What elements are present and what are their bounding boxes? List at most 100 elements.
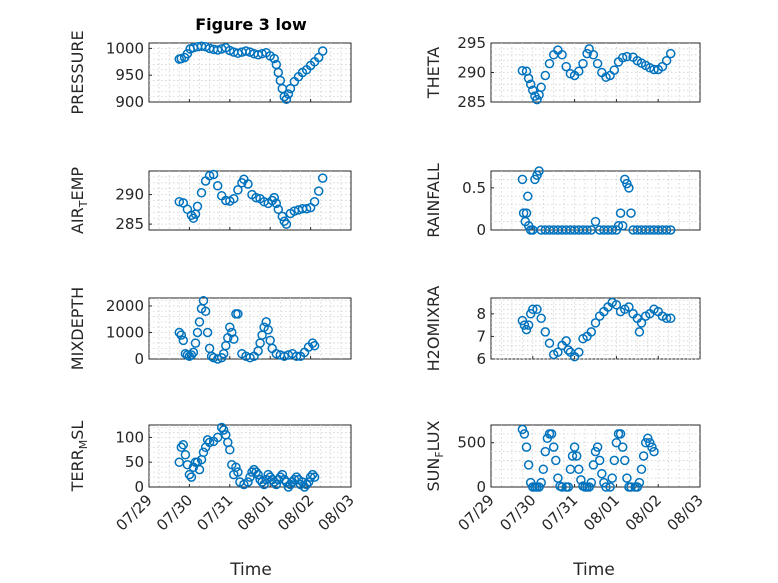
data-point bbox=[665, 225, 676, 235]
data-point bbox=[624, 183, 634, 193]
data-point bbox=[227, 327, 237, 338]
data-point bbox=[309, 196, 320, 207]
data-point bbox=[198, 447, 209, 458]
data-point bbox=[243, 477, 253, 487]
y-tick-label: 285 bbox=[115, 215, 144, 233]
x-tick-label: 08/01 bbox=[234, 491, 277, 534]
data-point bbox=[586, 477, 597, 488]
data-point bbox=[548, 442, 559, 452]
data-point bbox=[528, 85, 538, 95]
subplot-1: 900 950 1000 PRESSURE bbox=[68, 30, 352, 115]
y-tick-label: 7 bbox=[476, 327, 486, 345]
data-point bbox=[243, 179, 253, 189]
data-point bbox=[182, 48, 193, 59]
data-point bbox=[291, 351, 302, 362]
data-point bbox=[523, 73, 534, 84]
data-point bbox=[204, 170, 215, 181]
data-point bbox=[546, 429, 557, 439]
y-axis-label: MIXDEPTH bbox=[68, 287, 87, 370]
data-point bbox=[301, 479, 312, 490]
data-point bbox=[178, 440, 189, 450]
data-point bbox=[525, 309, 536, 319]
data-point bbox=[277, 211, 288, 222]
data-point bbox=[626, 482, 636, 492]
data-point bbox=[279, 474, 290, 485]
data-point bbox=[178, 198, 189, 208]
subplot-4: 0 0.5 RAINFALL bbox=[424, 163, 701, 239]
data-point bbox=[557, 50, 567, 60]
data-point bbox=[212, 432, 223, 443]
data-point bbox=[578, 58, 588, 69]
y-tick-label: 2000 bbox=[106, 297, 144, 315]
data-point bbox=[617, 53, 628, 63]
y-tick-label: 950 bbox=[115, 66, 144, 84]
data-point bbox=[202, 435, 213, 445]
data-point bbox=[563, 345, 574, 355]
y-axis-label: H2OMIXRA bbox=[424, 286, 443, 372]
data-point bbox=[645, 437, 655, 448]
data-point bbox=[271, 479, 282, 490]
data-point bbox=[636, 318, 647, 328]
data-point bbox=[640, 437, 651, 448]
plot-area bbox=[148, 424, 352, 488]
data-point bbox=[528, 304, 538, 315]
x-tick-label: 08/03 bbox=[664, 491, 707, 534]
y-axis-label: TERRMSL bbox=[68, 421, 90, 493]
data-point bbox=[519, 320, 530, 330]
data-point bbox=[624, 302, 634, 312]
data-point bbox=[198, 295, 209, 306]
x-tick-label: 07/29 bbox=[113, 491, 156, 534]
data-point bbox=[615, 208, 626, 218]
y-axis-label: SUNFLUX bbox=[424, 420, 446, 491]
data-point bbox=[200, 306, 211, 317]
data-point bbox=[519, 429, 530, 439]
data-point bbox=[253, 469, 263, 480]
x-tick-label: 08/01 bbox=[580, 491, 623, 534]
data-point bbox=[309, 472, 320, 482]
y-tick-label: 100 bbox=[115, 428, 144, 446]
data-point bbox=[192, 327, 203, 338]
data-point bbox=[269, 192, 279, 203]
y-tick-label: 0 bbox=[134, 478, 144, 496]
data-point bbox=[634, 327, 645, 337]
data-point bbox=[216, 422, 227, 433]
y-tick-label: 295 bbox=[457, 34, 486, 52]
data-point bbox=[218, 425, 229, 435]
data-point bbox=[285, 83, 296, 94]
data-point bbox=[521, 442, 532, 452]
data-point bbox=[176, 442, 187, 453]
data-point bbox=[611, 437, 622, 448]
data-point bbox=[607, 473, 617, 483]
y-tick-label: 285 bbox=[457, 93, 486, 111]
data-point bbox=[538, 464, 549, 475]
x-tick-label: 07/30 bbox=[496, 491, 539, 534]
data-point bbox=[523, 191, 533, 202]
data-point bbox=[615, 429, 626, 439]
data-point bbox=[178, 335, 189, 346]
y-tick-label: 8 bbox=[476, 305, 486, 323]
data-point bbox=[582, 225, 592, 235]
data-point bbox=[281, 219, 292, 229]
x-tick-label: 08/02 bbox=[274, 491, 317, 534]
x-tick-label: 08/03 bbox=[315, 491, 358, 534]
data-point bbox=[588, 50, 599, 60]
data-point bbox=[661, 55, 672, 66]
subplot-7: 0 50 100 TERRMSL 07/2907/3007/3108/0108/0208… bbox=[68, 421, 358, 535]
data-point bbox=[649, 446, 659, 457]
data-point bbox=[313, 186, 324, 196]
data-point bbox=[582, 48, 592, 59]
data-point bbox=[622, 473, 632, 483]
data-point bbox=[283, 89, 294, 99]
data-point bbox=[643, 433, 653, 444]
y-axis-label: AIRTEMP bbox=[68, 167, 90, 234]
data-point bbox=[273, 204, 284, 215]
y-tick-label: 900 bbox=[115, 93, 144, 111]
data-point bbox=[561, 61, 571, 72]
data-point bbox=[634, 477, 645, 488]
data-point bbox=[574, 347, 584, 357]
data-point bbox=[307, 338, 318, 348]
data-point bbox=[225, 322, 235, 332]
y-axis-label: THETA bbox=[424, 47, 443, 99]
data-point bbox=[536, 313, 546, 324]
data-point bbox=[649, 64, 659, 75]
